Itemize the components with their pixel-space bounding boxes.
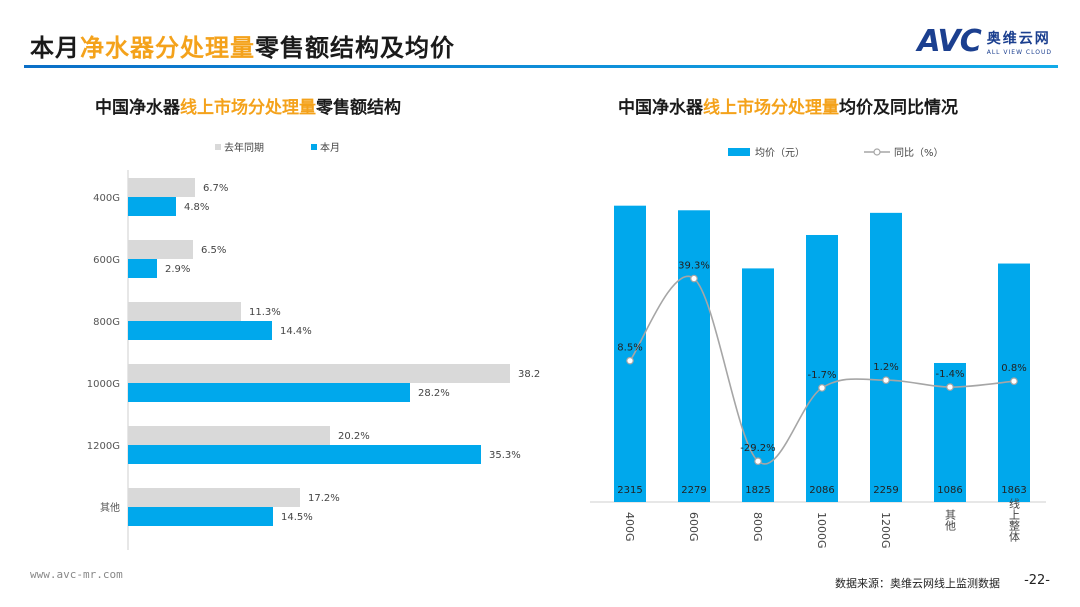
logo-text-block: 奥维云网 ALL VIEW CLOUD <box>987 28 1052 56</box>
right-yoy-point <box>626 356 634 365</box>
right-legend-label-bar: 均价（元） <box>755 147 805 159</box>
left-bar-this-month <box>128 259 157 278</box>
left-bar-last-year <box>128 302 241 321</box>
right-combo-chart: 均价（元） 同比（%） 2315 400G 2279 600G 1825 800G 2086 10… <box>590 147 1046 549</box>
left-bar-last-year <box>128 240 193 259</box>
page-number: -22- <box>1024 573 1050 588</box>
left-bar-label: 6.5% <box>201 245 226 256</box>
right-legend-marker <box>873 148 881 156</box>
left-bar-label: 38.2% <box>518 369 540 380</box>
left-sub-post: 零售额结构 <box>316 98 401 118</box>
left-category-label: 1000G <box>87 379 120 390</box>
left-sub-highlight: 线上市场分处理量 <box>180 98 316 118</box>
right-bar-value: 2259 <box>873 485 898 496</box>
right-category-label: 线上整体 <box>1008 497 1021 542</box>
left-bar-label: 6.7% <box>203 183 228 194</box>
left-legend-label-0: 去年同期 <box>224 141 264 154</box>
right-bar-value: 2086 <box>809 485 834 496</box>
right-yoy-point <box>882 376 890 384</box>
right-legend: 均价（元） 同比（%） <box>728 147 944 159</box>
right-bar-value: 2279 <box>681 485 706 496</box>
page-title: 本月净水器分处理量零售额结构及均价 <box>30 28 455 63</box>
right-yoy-label: 0.8% <box>1001 363 1026 374</box>
right-legend-swatch-bar <box>728 148 750 156</box>
right-yoy-label: -29.2% <box>740 443 775 454</box>
avc-logo: AVC 奥维云网 ALL VIEW CLOUD <box>917 24 1052 59</box>
left-bar-label: 17.2% <box>308 493 340 504</box>
left-legend-label-1: 本月 <box>320 141 340 154</box>
left-bar-label: 2.9% <box>165 264 190 275</box>
logo-cn-text: 奥维云网 <box>986 30 1051 47</box>
right-yoy-point <box>818 384 826 392</box>
right-category-label: 其他 <box>944 509 957 531</box>
right-bar-value: 2315 <box>617 485 642 496</box>
left-legend: 去年同期 本月 <box>215 141 340 154</box>
left-bar-label: 4.8% <box>184 202 209 213</box>
right-bar-value: 1825 <box>745 485 770 496</box>
title-post: 零售额结构及均价 <box>255 34 455 62</box>
left-bar-last-year <box>128 488 300 507</box>
right-bar <box>870 212 902 502</box>
right-sub-pre: 中国净水器 <box>618 98 703 118</box>
data-source: 数据来源：奥维云网线上监测数据 <box>835 577 1000 590</box>
left-bar-last-year <box>128 426 330 445</box>
footer-url: www.avc-mr.com <box>30 568 123 581</box>
logo-avc-text: AVC <box>917 24 981 59</box>
title-pre: 本月 <box>30 34 80 62</box>
left-category-label: 400G <box>93 193 120 204</box>
right-bar <box>742 268 774 502</box>
right-legend-label-line: 同比（%） <box>894 147 944 159</box>
left-bar-label: 14.5% <box>281 512 313 523</box>
right-bar <box>678 210 710 502</box>
left-bar-label: 35.3% <box>489 450 521 461</box>
left-bar-this-month <box>128 197 176 216</box>
left-bar-label: 14.4% <box>280 326 312 337</box>
left-bar-label: 11.3% <box>249 307 281 318</box>
right-bar <box>614 205 646 502</box>
left-bar-chart: 去年同期 本月 400G 6.7% 4.8% 600G 6.5% 2.9% 800G 11.3% 1… <box>87 141 540 550</box>
left-bar-this-month <box>128 321 272 340</box>
left-legend-swatch-1 <box>311 144 317 150</box>
left-bar-last-year <box>128 178 195 197</box>
right-yoy-point <box>690 274 698 283</box>
left-legend-swatch-0 <box>215 144 221 150</box>
header-divider <box>24 65 1058 68</box>
left-bar-this-month <box>128 507 273 526</box>
right-yoy-point <box>1010 377 1018 386</box>
right-category-label: 600G <box>687 512 700 542</box>
left-bar-last-year <box>128 364 510 383</box>
right-category-label: 1200G <box>879 512 892 549</box>
right-category-label: 1000G <box>815 512 828 549</box>
right-bar <box>806 234 838 502</box>
right-yoy-label: -1.4% <box>935 369 964 380</box>
left-bar-label: 28.2% <box>418 388 450 399</box>
left-category-label: 800G <box>93 317 120 328</box>
left-chart-title: 中国净水器线上市场分处理量零售额结构 <box>95 93 401 118</box>
left-sub-pre: 中国净水器 <box>95 98 180 118</box>
left-bar-this-month <box>128 383 410 402</box>
right-yoy-point <box>754 457 762 466</box>
left-category-label: 600G <box>93 255 120 266</box>
title-highlight: 净水器分处理量 <box>80 34 255 62</box>
logo-en-text: ALL VIEW CLOUD <box>986 48 1052 56</box>
left-bar-label: 20.2% <box>338 431 370 442</box>
right-yoy-point <box>946 383 954 391</box>
right-bar-value: 1086 <box>937 485 962 496</box>
left-bar-this-month <box>128 445 481 464</box>
right-sub-post: 均价及同比情况 <box>839 98 958 118</box>
left-category-label: 其他 <box>100 501 120 514</box>
right-sub-highlight: 线上市场分处理量 <box>703 98 839 118</box>
right-yoy-label: 8.5% <box>617 343 642 354</box>
right-chart-title: 中国净水器线上市场分处理量均价及同比情况 <box>618 93 958 118</box>
right-yoy-label: 39.3% <box>678 261 710 272</box>
right-yoy-label: -1.7% <box>807 370 836 381</box>
right-category-label: 400G <box>623 512 636 542</box>
left-category-label: 1200G <box>87 441 120 452</box>
right-bar-value: 1863 <box>1001 485 1026 496</box>
right-category-label: 800G <box>751 512 764 542</box>
right-yoy-label: 1.2% <box>873 362 898 373</box>
